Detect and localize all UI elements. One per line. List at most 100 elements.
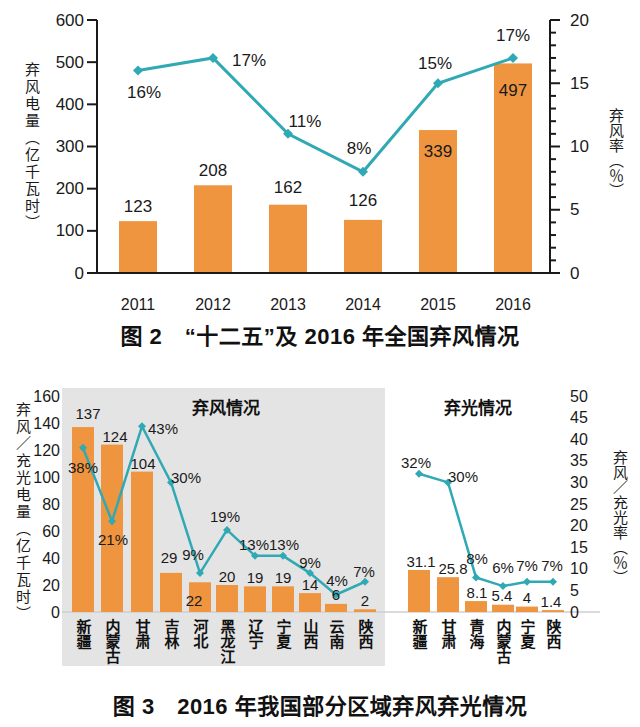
fig2-caption: 图 2 “十二五”及 2016 年全国弃风情况 [0,318,640,350]
fig3-caption: 图 3 2016 年我国部分区域弃风弃光情况 [0,688,640,720]
fig3-bar-label: 20 [219,568,236,585]
fig3-rate-label: 30% [448,468,478,485]
fig2-right-tick-label: 5 [570,200,579,219]
fig2-left-tick-label: 500 [56,53,84,72]
fig3-region-label-辽宁: 辽宁 [248,619,263,649]
figure-panel: 0100200300400500600051015202011201220132… [0,0,640,727]
fig2-bar-label: 339 [424,142,452,161]
fig3-marker-陕西 [549,578,557,586]
fig3-rate-label: 30% [171,469,201,486]
fig3-bar-甘肃 [131,472,153,612]
fig3-bar-黑龙江 [216,585,238,612]
fig2-right-tick-label: 10 [570,137,589,156]
fig3-bar-label: 2 [361,592,369,609]
fig2-bar-label: 208 [199,161,227,180]
fig3-bar-辽宁 [244,586,266,612]
fig2-right-tick-label: 15 [570,74,589,93]
fig2-right-tick-label: 20 [570,11,589,30]
fig3-left-tick-label: 0 [51,604,60,621]
fig3-bar-label: 8.1 [467,584,488,601]
fig3-region-label-宁夏: 宁夏 [520,619,535,649]
fig3-bar-陕西 [354,609,376,612]
fig3-rate-label: 7% [353,563,375,580]
fig3-right-tick-label: 10 [570,560,588,577]
fig3-rate-label: 9% [182,546,204,563]
fig2-year-label: 2016 [495,296,531,313]
fig3-rate-label: 13% [269,536,299,553]
fig3-left-tick-label: 80 [42,496,60,513]
fig2-right-tick-label: 0 [570,264,579,283]
fig3-bar-label: 19 [275,569,292,586]
fig3-bar-label: 1.4 [541,593,562,610]
fig2-left-tick-label: 400 [56,95,84,114]
fig3-bar-陕西 [542,610,564,612]
fig3-right-axis-title: 弃风／充光率（％） [610,450,628,585]
fig3-rate-label: 32% [401,454,431,471]
fig2-bar-label: 162 [274,178,302,197]
fig3-right-tick-label: 30 [570,474,588,491]
fig3-bar-云南 [325,604,347,612]
fig3-region-label-山西: 山西 [303,619,318,649]
fig3-right-tick-label: 0 [570,604,579,621]
charts-canvas: 0100200300400500600051015202011201220132… [0,0,640,727]
fig3-bar-label: 104 [130,455,155,472]
fig3-bar-山西 [299,593,321,612]
fig3-marker-新疆 [415,470,423,478]
fig3-bar-label: 4 [523,589,531,606]
fig3-region-label-青海: 青海 [469,619,484,649]
fig2-bar-2013 [269,205,307,273]
fig3-bar-青海 [465,601,487,612]
fig3-marker-青海 [472,573,480,581]
fig3-bar-label: 29 [161,549,178,566]
fig3-right-tick-label: 50 [570,388,588,405]
fig3-bar-宁夏 [272,586,294,612]
fig3-rate-label: 9% [299,554,321,571]
fig3-rate-label: 7% [516,557,538,574]
fig3-region-label-黑龙江: 黑龙江 [220,619,235,664]
fig3-region-label-甘肃: 甘肃 [441,619,456,649]
fig3-region-label-内蒙古: 内蒙古 [496,619,511,664]
fig3-bar-label: 31.1 [406,553,435,570]
fig3-bar-label: 137 [75,405,100,422]
fig3-rate-label: 21% [98,531,128,548]
fig3-right-tick-label: 40 [570,431,588,448]
fig3-right-tick-label: 15 [570,539,588,556]
fig2-rate-label: 17% [496,26,530,45]
fig2-year-label: 2011 [121,296,156,313]
fig2-year-label: 2013 [270,296,306,313]
fig2-year-label: 2015 [420,296,456,313]
fig3-rate-label: 6% [492,559,514,576]
fig2-year-label: 2012 [195,296,231,313]
fig3-right-tick-label: 5 [570,582,579,599]
fig3-left-axis-title: 弃风／充光电量（亿千瓦时） [13,402,31,623]
fig3-right-tick-label: 25 [570,496,588,513]
fig2-bar-label: 126 [349,191,377,210]
fig3-bar-甘肃 [437,577,459,612]
fig3-region-label-宁夏: 宁夏 [276,619,291,649]
fig2-bar-2014 [344,220,382,273]
fig3-region-label-吉林: 吉林 [164,619,179,649]
fig3-rate-label: 43% [148,420,178,437]
fig3-region-label-内蒙古: 内蒙古 [105,619,120,664]
fig3-solar-group-header: 弃光情况 [444,394,512,419]
fig3-rate-label: 38% [68,459,98,476]
fig3-left-tick-label: 20 [42,577,60,594]
fig3-left-tick-label: 160 [33,388,60,405]
fig2-bar-label: 497 [499,81,527,100]
fig3-right-tick-label: 35 [570,452,588,469]
fig3-bar-宁夏 [516,607,538,612]
fig3-right-tick-label: 20 [570,517,588,534]
fig3-bar-label: 5.4 [492,587,513,604]
fig3-region-label-云南: 云南 [329,619,344,649]
fig3-wind-group-header: 弃风情况 [192,394,260,419]
fig3-bar-label: 19 [247,569,264,586]
fig3-bar-label: 6 [332,586,340,603]
fig3-region-label-陕西: 陕西 [546,619,561,649]
fig2-right-axis-title: 弃风率（％） [606,108,624,198]
fig2-rate-label: 17% [232,51,266,70]
fig3-region-label-新疆: 新疆 [412,619,427,649]
fig3-region-label-陕西: 陕西 [358,619,373,649]
fig3-rate-label: 7% [541,557,563,574]
fig2-marker-2011 [133,66,143,76]
fig3-left-tick-label: 60 [42,523,60,540]
